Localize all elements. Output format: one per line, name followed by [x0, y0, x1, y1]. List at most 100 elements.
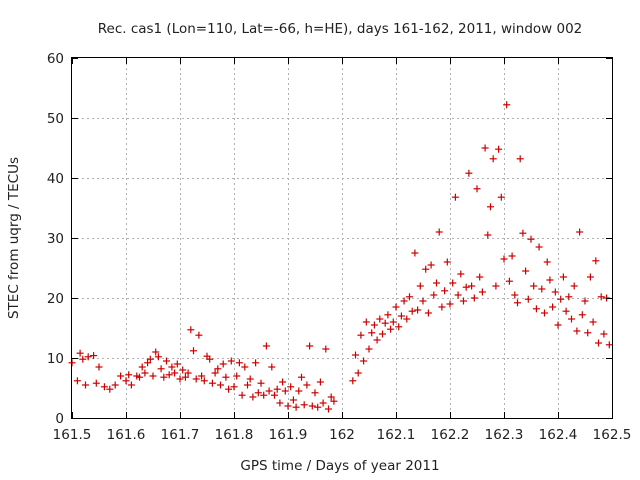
data-point [379, 330, 386, 338]
data-point [503, 101, 511, 109]
data-point [514, 299, 521, 307]
data-point [524, 295, 532, 303]
data-point [365, 345, 373, 353]
data-point [462, 283, 470, 291]
x-axis-label: GPS time / Days of year 2011 [240, 458, 439, 474]
data-point [406, 293, 413, 301]
data-point [451, 193, 459, 201]
data-point [141, 369, 149, 377]
data-point [381, 319, 389, 327]
data-point [559, 273, 567, 281]
data-point [268, 363, 276, 371]
data-point [260, 391, 268, 399]
data-point [484, 231, 492, 239]
data-point [117, 372, 125, 380]
data-point [163, 357, 170, 365]
data-point [389, 318, 397, 326]
data-point [76, 349, 84, 357]
data-point [322, 345, 330, 353]
data-point [519, 229, 527, 237]
data-point [581, 297, 589, 305]
data-point [265, 387, 273, 395]
y-tick-label: 30 [47, 231, 64, 247]
data-point [292, 403, 300, 411]
data-point [246, 375, 254, 383]
data-point [271, 391, 278, 399]
data-point [497, 193, 505, 201]
data-point [446, 300, 454, 308]
data-point [578, 311, 586, 319]
data-point [200, 377, 208, 385]
data-point [597, 293, 605, 301]
plot-frame [71, 57, 613, 419]
data-point [211, 369, 219, 377]
data-point [360, 357, 368, 365]
data-point [460, 297, 467, 305]
data-point [276, 399, 284, 407]
data-point [449, 279, 457, 287]
x-tick-label: 162.3 [485, 427, 524, 443]
data-point [562, 307, 570, 315]
data-point [160, 373, 168, 381]
data-point [82, 381, 89, 389]
x-tick-label: 162.5 [593, 427, 632, 443]
data-point [441, 287, 449, 295]
data-point [505, 277, 513, 285]
data-point [576, 228, 584, 236]
data-point [100, 383, 108, 391]
data-point [454, 291, 462, 299]
x-tick-label: 161.7 [161, 427, 200, 443]
data-point [230, 383, 238, 391]
data-point [468, 282, 476, 290]
x-tick-label: 161.8 [215, 427, 254, 443]
data-point [95, 363, 103, 371]
data-point [254, 389, 262, 397]
data-point [457, 270, 465, 278]
data-point [530, 282, 538, 290]
x-tick-label: 162.2 [431, 427, 470, 443]
data-point [181, 373, 189, 381]
chart-title: Rec. cas1 (Lon=110, Lat=-66, h=HE), days… [98, 21, 583, 37]
data-point [384, 311, 392, 319]
data-point [252, 359, 260, 367]
y-tick-label: 60 [47, 51, 64, 67]
data-point [565, 293, 573, 301]
data-point [397, 312, 405, 320]
y-tick-label: 40 [47, 171, 64, 187]
data-point [354, 369, 362, 377]
data-point [303, 381, 311, 389]
data-point [206, 355, 214, 363]
data-point [500, 255, 508, 263]
y-tick-label: 10 [47, 351, 64, 367]
data-point [257, 379, 265, 387]
data-point [298, 373, 305, 381]
data-point [327, 393, 335, 401]
data-point [198, 372, 206, 380]
data-point [138, 363, 146, 371]
data-point [262, 342, 270, 350]
data-point [535, 243, 543, 251]
data-point [554, 321, 562, 329]
data-point [325, 405, 332, 413]
data-point [487, 203, 494, 211]
x-tick-label: 162.1 [377, 427, 416, 443]
data-point [314, 403, 322, 411]
data-point [154, 353, 162, 361]
data-point [422, 265, 430, 273]
data-point [527, 235, 535, 243]
data-point [84, 353, 92, 361]
data-point [73, 377, 81, 385]
data-point [368, 329, 376, 337]
data-point [273, 385, 281, 393]
data-point [408, 307, 416, 315]
data-point [473, 185, 481, 193]
data-point [511, 291, 519, 299]
data-point [419, 297, 427, 305]
data-point [546, 276, 554, 284]
data-point [516, 155, 524, 163]
data-point [362, 318, 370, 326]
data-point [311, 389, 319, 397]
data-point [538, 285, 546, 293]
